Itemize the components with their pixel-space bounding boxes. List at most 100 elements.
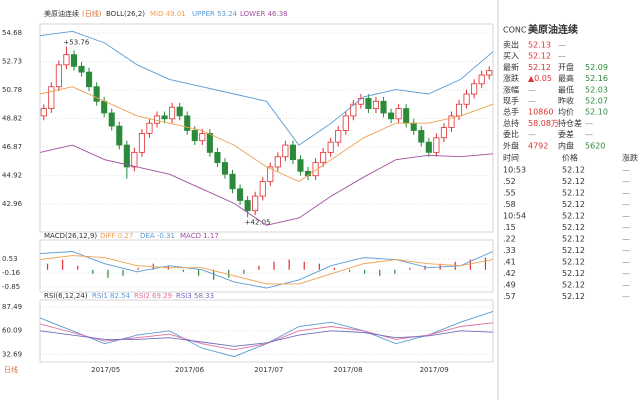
quote-cell: 总手 — [503, 107, 519, 117]
quote-cell: 均价 — [558, 107, 574, 117]
quote-cell: — — [558, 41, 566, 50]
trade-cell: 52.12 — [562, 166, 585, 175]
candle-body — [410, 122, 417, 131]
quote-cell: 开盘 — [558, 62, 574, 72]
chart-title: 美原油连续 — [44, 9, 79, 18]
quote-cell: 52.03 — [585, 85, 608, 94]
y-tick-label: 42.96 — [2, 200, 23, 208]
candle-body — [440, 127, 447, 139]
y-tick-label: 87.49 — [2, 303, 22, 311]
candle-body — [199, 132, 206, 142]
period-label: 日线 — [4, 365, 18, 374]
candle-body — [123, 144, 130, 168]
legend-entry: MACD 1.17 — [180, 232, 219, 240]
quote-cell: 52.09 — [585, 63, 608, 72]
trade-cell: 52.12 — [562, 212, 585, 221]
quote-cell: — — [528, 130, 536, 139]
period: (日线) — [82, 9, 102, 18]
legend-entry: UPPER 53.24 — [192, 10, 238, 18]
boll-line — [39, 144, 494, 226]
candle-body — [455, 103, 463, 117]
trade-cell: 52.12 — [562, 269, 585, 278]
quote-cell: 最低 — [558, 84, 574, 94]
quote-cell: 52.13 — [528, 41, 551, 50]
trade-cell: — — [622, 166, 630, 175]
quote-cell: 委比 — [503, 129, 519, 139]
annotation: +53.76 — [63, 38, 89, 46]
trade-cell: 52.12 — [562, 281, 585, 290]
y-tick-label: 32.69 — [2, 350, 22, 358]
candle-body — [93, 86, 100, 102]
quote-cell: 52.16 — [585, 74, 608, 83]
trade-cell: 10:53 — [503, 166, 526, 175]
x-tick-label: 2017/06 — [175, 366, 205, 374]
candle-body — [221, 162, 229, 175]
candle-body — [403, 108, 410, 124]
quote-cell: 10860 — [528, 108, 553, 117]
macd-line — [39, 251, 494, 289]
y-tick-label: 46.87 — [2, 143, 22, 151]
y-tick-label: 60.09 — [2, 327, 22, 335]
candle-body — [327, 141, 334, 153]
candle-body — [70, 54, 78, 67]
candle-body — [312, 162, 319, 177]
candle-body — [161, 115, 168, 120]
quote-cell: 5620 — [585, 141, 605, 150]
quote-cell: 持仓差 — [558, 118, 582, 128]
candle-body — [191, 130, 198, 142]
quote-cell: — — [528, 97, 536, 106]
candle-body — [342, 115, 349, 131]
quote-cell: — — [585, 130, 593, 139]
macd-title: MACD(26,12,9) — [44, 232, 97, 240]
quote-cell: 昨收 — [558, 96, 574, 106]
candle-body — [388, 112, 395, 120]
quote-cell: — — [558, 52, 566, 61]
trade-cell: 52.12 — [562, 292, 585, 301]
candle-body — [274, 156, 281, 168]
indicator: BOLL(26,2) — [106, 10, 145, 18]
quote-cell: 总持 — [503, 118, 519, 128]
trade-cell: 10:54 — [503, 212, 526, 221]
annotation: +42.05 — [245, 218, 271, 226]
candle-body — [131, 151, 138, 168]
trades-header: 时间 — [503, 153, 519, 163]
y-tick-label: -0.85 — [2, 283, 20, 291]
trade-cell: 52.12 — [562, 189, 585, 198]
candle-body — [267, 166, 274, 182]
candle-body — [425, 141, 432, 153]
y-tick-label: 44.92 — [2, 171, 22, 179]
quote-name: 美原油连续 — [528, 23, 578, 36]
trade-cell: — — [622, 200, 630, 209]
candle-body — [214, 151, 221, 163]
rsi-line — [39, 330, 494, 347]
trade-cell: — — [622, 258, 630, 267]
candle-body — [146, 122, 153, 134]
candle-body — [55, 64, 62, 88]
y-tick-label: 0.53 — [2, 255, 18, 263]
x-tick-label: 2017/05 — [91, 366, 120, 374]
candle-body — [320, 151, 327, 163]
quote-cell: 52.07 — [585, 97, 608, 106]
candle-body — [108, 112, 115, 127]
trade-cell: — — [622, 212, 630, 221]
candle-body — [244, 200, 251, 212]
candle-body — [48, 86, 55, 110]
boll-line — [39, 86, 494, 183]
quote-cell: 最新 — [503, 62, 519, 72]
trade-cell: 52.12 — [562, 246, 585, 255]
quote-cell: 卖出 — [503, 40, 519, 50]
quote-cell: — — [585, 119, 593, 128]
candle-body — [259, 181, 266, 197]
candle-body — [463, 93, 470, 105]
quote-cell: 现手 — [503, 96, 519, 106]
trade-cell: — — [622, 223, 630, 232]
candle-body — [63, 54, 70, 66]
y-tick-label: 50.78 — [2, 86, 22, 94]
trade-cell: .49 — [503, 281, 516, 290]
legend-entry: RSI3 58.33 — [176, 292, 214, 300]
legend-entry: LOWER 46.38 — [240, 10, 288, 18]
candle-body — [86, 71, 93, 88]
candle-body — [418, 130, 425, 143]
y-tick-label: 52.73 — [2, 57, 22, 65]
